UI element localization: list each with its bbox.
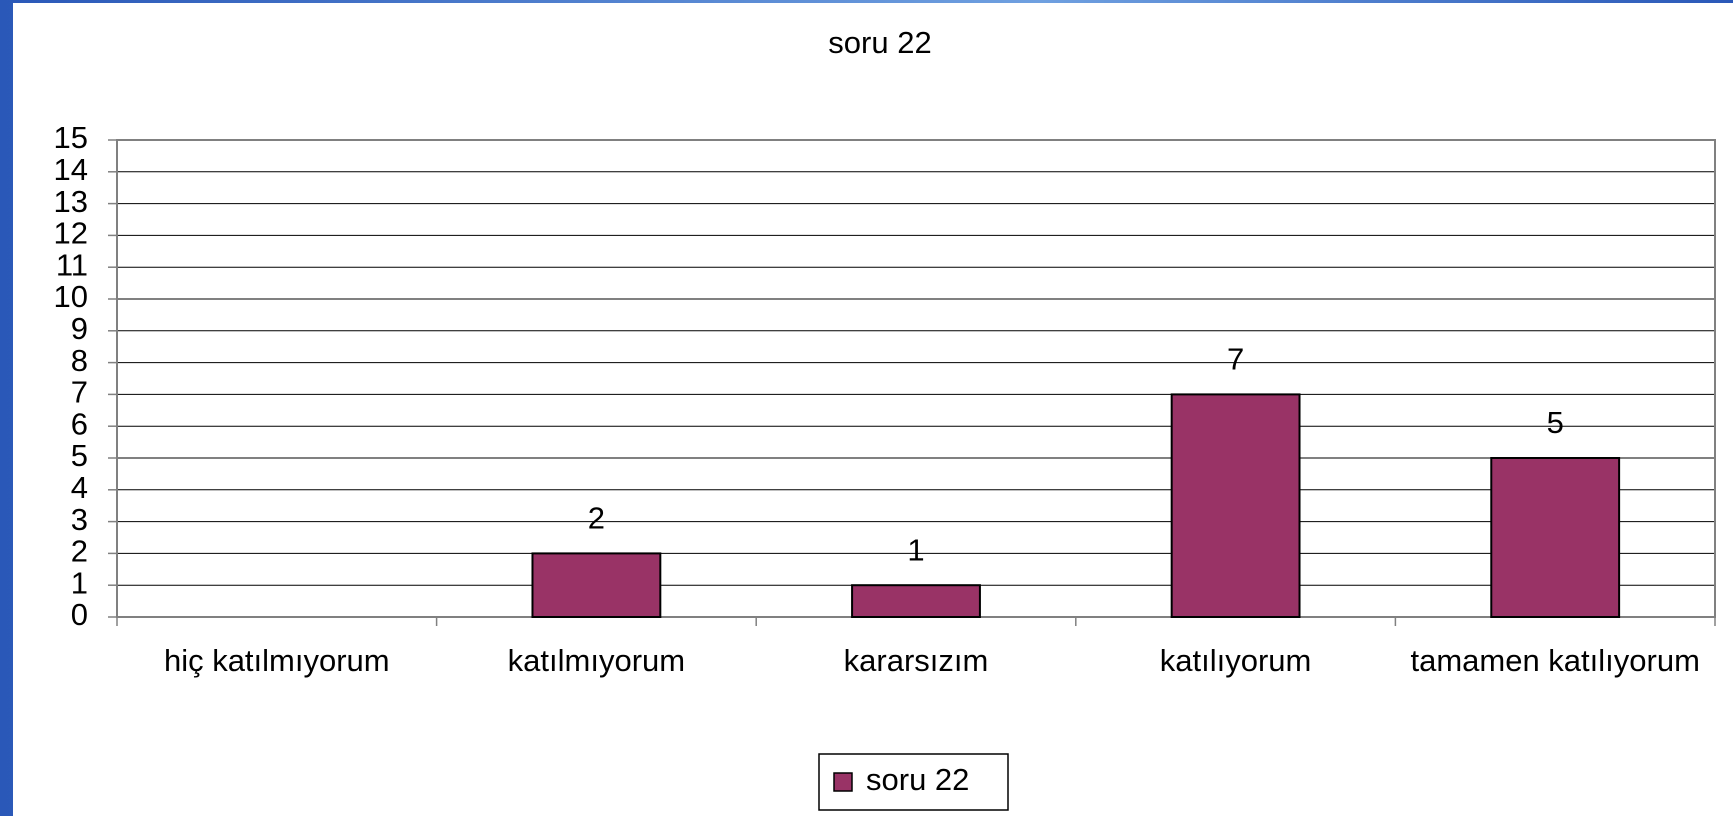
y-tick-label: 2 bbox=[71, 534, 88, 569]
x-tick-label: hiç katılmıyorum bbox=[163, 643, 390, 678]
y-tick-label: 11 bbox=[56, 247, 88, 282]
bar bbox=[1170, 393, 1301, 618]
y-tick-label: 6 bbox=[71, 406, 88, 441]
x-tick-label: katılıyorum bbox=[1159, 643, 1312, 678]
chart-title: soru 22 bbox=[828, 25, 931, 60]
x-tick-label: katılmıyorum bbox=[507, 643, 686, 678]
y-tick-label: 1 bbox=[71, 565, 88, 600]
data-label: 2 bbox=[588, 501, 605, 536]
data-label: 1 bbox=[907, 532, 924, 567]
y-tick-label: 5 bbox=[71, 438, 88, 473]
x-tick-label: kararsızım bbox=[843, 643, 989, 678]
chart-panel bbox=[13, 3, 1733, 816]
legend-label: soru 22 bbox=[866, 762, 969, 797]
data-label: 7 bbox=[1227, 342, 1244, 377]
y-tick-label: 15 bbox=[54, 120, 88, 155]
y-tick-label: 4 bbox=[71, 470, 88, 505]
y-tick-label: 12 bbox=[54, 216, 88, 251]
bar bbox=[1490, 457, 1621, 618]
bar bbox=[851, 584, 981, 619]
y-tick-label: 7 bbox=[71, 375, 88, 410]
y-tick-label: 9 bbox=[71, 311, 88, 346]
bar bbox=[531, 552, 662, 619]
y-tick-label: 0 bbox=[71, 597, 88, 632]
data-label: 5 bbox=[1547, 405, 1564, 440]
y-tick-label: 13 bbox=[54, 184, 88, 219]
y-tick-label: 8 bbox=[71, 343, 88, 378]
legend-swatch bbox=[833, 772, 853, 792]
y-tick-label: 3 bbox=[71, 502, 88, 537]
y-tick-label: 10 bbox=[54, 279, 88, 314]
x-tick-label: tamamen katılıyorum bbox=[1410, 643, 1700, 678]
y-tick-label: 14 bbox=[54, 152, 88, 187]
